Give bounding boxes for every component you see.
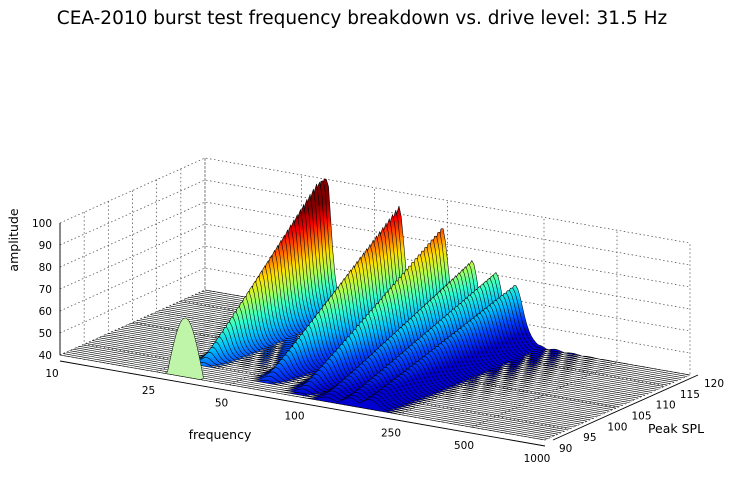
x-axis-label: frequency <box>189 427 252 442</box>
y-tick-label: 95 <box>583 432 596 444</box>
z-tick-label: 40 <box>39 350 52 362</box>
frequency-ticks: 10 25 50 100 250 500 1000 <box>45 368 550 465</box>
z-axis-label: amplitude <box>6 208 21 271</box>
x-tick-label: 10 <box>45 368 58 380</box>
peak-spl-ticks: 90 95 100 105 110 115 120 <box>559 378 724 455</box>
x-tick-label: 100 <box>284 411 304 423</box>
z-tick-label: 70 <box>39 284 52 296</box>
z-gridline <box>59 179 691 266</box>
y-axis-label: Peak SPL <box>648 421 704 436</box>
z-gridline <box>59 157 691 244</box>
y-tick-label: 115 <box>680 389 700 401</box>
x-tick-label: 25 <box>142 385 155 397</box>
surface-plot <box>59 178 691 441</box>
x-tick-label: 250 <box>381 427 401 439</box>
x-axis-line <box>59 360 546 447</box>
axis-lines <box>59 223 699 447</box>
y-tick-label: 110 <box>656 400 676 412</box>
x-tick-label: 1000 <box>524 453 551 465</box>
chart-title: CEA-2010 burst test frequency breakdown … <box>57 8 667 29</box>
z-tick-label: 100 <box>32 218 52 230</box>
y-tick-label: 90 <box>559 443 572 455</box>
y-tick-label: 100 <box>607 421 627 433</box>
fundamental-band <box>163 317 204 380</box>
z-gridline <box>59 223 691 310</box>
y-tick-label: 120 <box>704 378 724 390</box>
y-tick-label: 105 <box>632 411 652 423</box>
z-gridline <box>59 267 691 354</box>
z-tick-label: 80 <box>39 262 52 274</box>
amplitude-ticks: 40 50 60 70 80 90 100 <box>32 218 52 362</box>
x-tick-label: 50 <box>215 398 228 410</box>
z-tick-label: 50 <box>39 328 52 340</box>
z-tick-label: 60 <box>39 306 52 318</box>
y-axis-line <box>552 374 699 441</box>
z-tick-label: 90 <box>39 240 52 252</box>
x-tick-label: 500 <box>454 440 474 452</box>
